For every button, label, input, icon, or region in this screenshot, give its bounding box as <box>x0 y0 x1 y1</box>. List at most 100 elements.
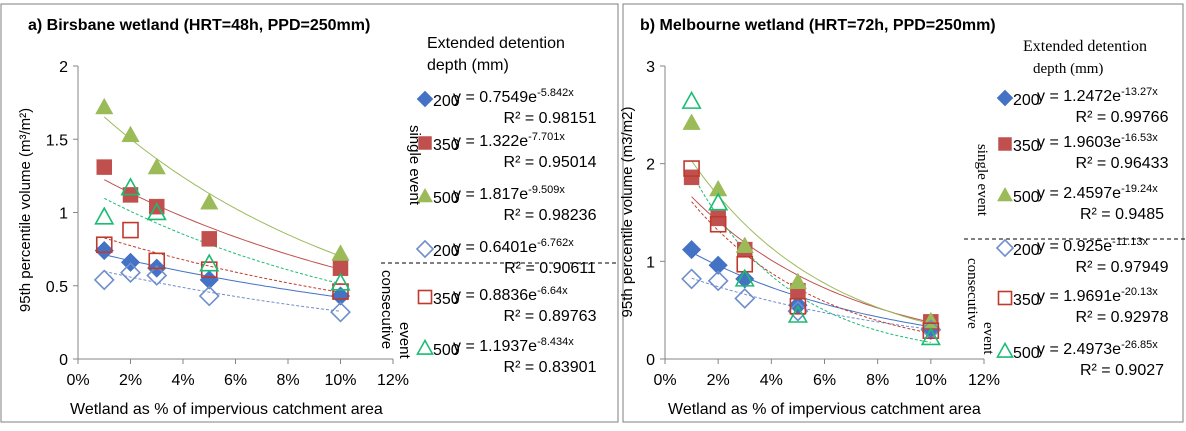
point-single-500 <box>735 236 754 253</box>
x-tick-label: 12% <box>377 372 409 389</box>
legend-label: 350 <box>433 137 460 154</box>
legend-label: 500 <box>1013 189 1040 206</box>
point-single-200 <box>708 255 728 275</box>
point-consecutive-350 <box>683 160 700 177</box>
point-consecutive-500 <box>330 272 351 291</box>
legend-label: 500 <box>433 342 460 359</box>
point-consecutive-500 <box>920 327 941 346</box>
point-consecutive-350 <box>95 236 113 254</box>
point-consecutive-200 <box>734 288 756 309</box>
legend-marker-consecutive-350 <box>417 289 433 305</box>
trendline-consecutive-500 <box>691 172 931 343</box>
legend-marker-single-200 <box>416 90 434 108</box>
legend-r2: R² = 0.96433 <box>1076 155 1169 172</box>
point-single-500 <box>788 272 808 290</box>
point-consecutive-500 <box>681 90 702 109</box>
panel-a-group-consecutive-1: consecutive <box>378 270 395 349</box>
trendline-single-350 <box>104 179 341 270</box>
point-consecutive-500 <box>94 206 115 225</box>
panel-b-title: b) Melbourne wetland (HRT=72h, PPD=250mm… <box>640 17 996 34</box>
trendline-consecutive-350 <box>691 201 931 334</box>
x-tick-label: 10% <box>324 372 356 389</box>
panel-a-group-consecutive-2: event <box>396 322 413 360</box>
point-single-500 <box>709 179 728 197</box>
legend-r2: R² = 0.83901 <box>504 359 597 376</box>
x-tick-label: 2% <box>707 372 730 389</box>
point-single-500 <box>95 97 114 115</box>
panel-a-frame <box>0 3 619 423</box>
point-consecutive-200 <box>146 265 168 286</box>
legend-r2: R² = 0.95014 <box>504 154 597 171</box>
panel-a-title: a) Birsbane wetland (HRT=48h, PPD=250mm) <box>28 17 370 34</box>
panel-b-frame <box>622 3 1184 423</box>
y-tick-label: 1 <box>646 254 655 271</box>
y-tick-label: 3 <box>646 59 655 76</box>
x-tick-label: 0% <box>653 372 676 389</box>
legend-label: 200 <box>433 243 460 260</box>
trendline-single-200 <box>691 251 931 328</box>
legend-equation: y = 1.322e-7.701x <box>453 131 565 150</box>
y-tick-label: 2 <box>59 59 68 76</box>
point-consecutive-350 <box>922 322 940 339</box>
panel-b-xlabel: Wetland as % of impervious catchment are… <box>668 401 981 418</box>
y-tick-label: 0.5 <box>46 279 68 296</box>
legend-equation: y = 0.8836e-6.64x <box>453 285 568 304</box>
panel-b-group-consecutive-1: consecutive <box>964 258 980 329</box>
y-tick-label: 0 <box>59 352 68 369</box>
point-consecutive-200 <box>120 262 141 283</box>
x-tick-label: 8% <box>276 372 299 389</box>
legend-marker-single-350 <box>418 136 432 150</box>
legend-marker-consecutive-350 <box>997 290 1013 306</box>
point-single-500 <box>121 125 140 143</box>
legend-label: 200 <box>1013 92 1040 109</box>
plot-a: 0% 2% 4% 6% 8% 10% 12% 0 0.5 1 1.5 2 <box>46 59 409 389</box>
legend-r2: R² = 0.98236 <box>504 207 597 224</box>
point-consecutive-500 <box>199 253 220 272</box>
legend-label: 350 <box>433 291 460 308</box>
trendline-single-200 <box>104 254 341 298</box>
x-tick-label: 8% <box>866 372 889 389</box>
panel-b-group-single: single event <box>974 144 990 217</box>
panel-b-legend-title-line1: Extended detention <box>1023 38 1147 55</box>
legend-label: 200 <box>1013 242 1040 259</box>
legend-r2: R² = 0.97949 <box>1076 259 1169 276</box>
x-tick-label: 4% <box>760 372 783 389</box>
point-single-500 <box>147 157 166 175</box>
point-single-500 <box>682 113 701 130</box>
point-consecutive-500 <box>787 304 808 323</box>
point-consecutive-200 <box>920 319 942 341</box>
plot-b: 0% 2% 4% 6% 8% 10% 12% 0 1 2 3 <box>646 59 1000 389</box>
legend-marker-single-500 <box>997 186 1013 202</box>
point-single-200 <box>94 240 114 261</box>
legend-marker-consecutive-200 <box>995 238 1015 258</box>
legend-marker-consecutive-200 <box>415 239 435 259</box>
point-consecutive-500 <box>120 177 141 196</box>
point-consecutive-350 <box>709 215 727 233</box>
legend-equation: y = 0.7549e-5.842x <box>453 87 574 106</box>
legend-label: 500 <box>1013 345 1040 362</box>
x-tick-label: 6% <box>813 372 836 389</box>
y-tick-label: 2 <box>646 157 655 174</box>
point-single-200 <box>681 239 702 260</box>
panel-b: b) Melbourne wetland (HRT=72h, PPD=250mm… <box>619 17 1185 418</box>
point-single-350 <box>96 159 112 175</box>
panel-a-ylabel: 95th percentile volume (m³/m²) <box>17 108 34 312</box>
chart-marks: 0% 2% 4% 6% 8% 10% 12% 0 0.5 1 1.5 2 200 y = 0.7549e-… <box>46 59 1169 389</box>
legend-r2: R² = 0.92978 <box>1076 309 1169 326</box>
point-consecutive-200 <box>93 269 115 291</box>
legend-equation: y = 1.2472e-13.27x <box>1037 86 1158 105</box>
point-consecutive-350 <box>122 221 139 239</box>
x-tick-label: 0% <box>66 372 89 389</box>
legend-marker-single-200 <box>996 89 1014 107</box>
legend-marker-single-350 <box>998 137 1012 151</box>
panel-a: a) Birsbane wetland (HRT=48h, PPD=250mm)… <box>17 17 617 418</box>
point-consecutive-500 <box>708 192 729 211</box>
y-tick-label: 0 <box>646 352 655 369</box>
y-tick-label: 1.5 <box>46 132 68 149</box>
legend-marker-single-500 <box>417 187 433 203</box>
point-single-500 <box>200 193 219 210</box>
point-consecutive-200 <box>330 301 351 323</box>
